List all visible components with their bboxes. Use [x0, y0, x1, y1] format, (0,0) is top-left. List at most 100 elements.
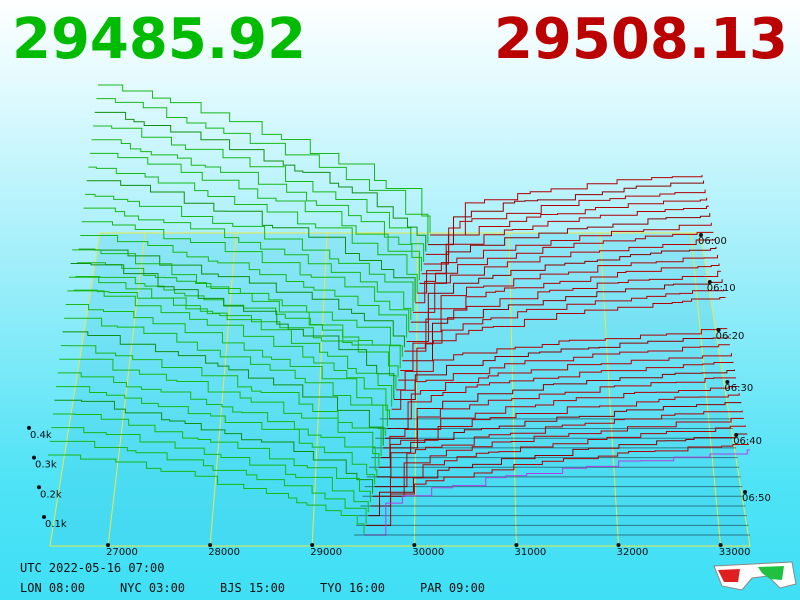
ask-depth-line	[387, 361, 734, 430]
bid-depth-line	[83, 207, 412, 320]
ask-depth-line	[430, 174, 703, 236]
ask-depth-line	[412, 239, 715, 313]
ask-depth-line	[425, 189, 706, 255]
city-time: NYC 03:00	[120, 581, 185, 595]
bid-depth-line	[67, 290, 391, 419]
time-label: 06:30	[724, 383, 753, 394]
bid-depth-line	[96, 98, 429, 244]
price-label: 33000	[719, 547, 751, 558]
ask-depth-line	[378, 393, 740, 468]
utc-time: UTC 2022-05-16 07:00	[20, 561, 165, 575]
ask-depth-line	[366, 444, 749, 526]
time-dot	[716, 328, 721, 332]
ask-depth-line	[419, 213, 711, 284]
price-grid-line	[107, 232, 146, 547]
ask-depth-line	[381, 385, 739, 459]
price-label: 28000	[208, 547, 240, 558]
price-label: 31000	[514, 547, 546, 558]
volume-label: 0.2k	[40, 489, 62, 500]
bid-depth-line	[57, 372, 378, 477]
ask-depth-line	[374, 410, 743, 488]
price-dot	[616, 543, 621, 547]
price-grid-line	[209, 232, 237, 547]
bid-depth-line	[80, 234, 408, 338]
ask-depth-line	[400, 289, 725, 371]
price-dot	[412, 543, 417, 547]
bid-depth-line	[93, 125, 425, 262]
ask-depth-line	[389, 353, 732, 420]
bid-depth-line	[86, 180, 416, 302]
price-dot	[208, 543, 213, 547]
ask-depth-line	[393, 335, 729, 401]
bid-depth-line	[75, 275, 401, 369]
price-dot	[310, 543, 315, 547]
glasses-icon	[713, 561, 797, 591]
price-dot	[514, 543, 519, 547]
volume-label: 0.3k	[35, 460, 57, 471]
city-time: PAR 09:00	[420, 581, 485, 595]
ask-depth-line	[368, 433, 748, 517]
time-dot	[699, 233, 703, 237]
price-grid-line	[599, 232, 619, 547]
ask-depth-line	[372, 417, 744, 497]
time-dot	[743, 490, 747, 494]
ask-depth-line	[417, 222, 712, 294]
time-label: 06:10	[707, 283, 736, 294]
ask-depth-line	[383, 377, 737, 449]
ask-depth-line	[415, 231, 714, 304]
ask-depth-line	[406, 263, 720, 342]
time-label: 06:50	[742, 493, 771, 504]
city-time: TYO 16:00	[320, 581, 385, 595]
bid-depth-line	[77, 262, 403, 357]
bid-depth-line	[98, 84, 431, 233]
ask-price: 29508.13	[494, 7, 788, 72]
ask-depth-line	[404, 270, 722, 352]
time-dot	[734, 433, 739, 437]
volume-dot	[42, 515, 46, 519]
volume-dot	[32, 455, 36, 460]
price-label: 29000	[310, 547, 342, 558]
bid-depth-line	[88, 166, 418, 293]
bid-depth-line	[91, 139, 422, 272]
volume-label: 0.1k	[45, 519, 67, 530]
bid-depth-line	[48, 454, 365, 534]
ask-depth-line	[421, 205, 709, 275]
ask-depth-line	[408, 254, 718, 333]
bid-depth-line	[85, 193, 414, 312]
ask-depth-line	[391, 344, 730, 410]
ask-depth-line	[370, 425, 746, 507]
price-dot	[106, 543, 110, 547]
price-grid-line	[508, 232, 517, 547]
price-dot	[718, 543, 723, 547]
time-dot	[725, 380, 730, 384]
bid-depth-line	[62, 331, 384, 446]
bid-depth-line	[89, 152, 420, 281]
bid-depth-line	[49, 440, 367, 524]
time-label: 06:40	[733, 436, 762, 447]
bid-depth-line	[59, 358, 380, 466]
price-label: 30000	[412, 547, 444, 558]
ask-depth-line	[385, 369, 736, 439]
labels: 27000 28000 29000 30000 31000 32000 33000 0.1k 0…	[27, 233, 771, 558]
city-time: BJS 15:00	[220, 581, 285, 595]
bid-depth-line	[54, 399, 374, 494]
ask-depth-line	[364, 449, 750, 536]
bid-depth-line	[65, 304, 388, 427]
ask-depth-line	[402, 279, 723, 362]
bid-depth-line	[56, 386, 376, 485]
bid-depth-line	[60, 345, 382, 456]
price-label: 32000	[617, 547, 649, 558]
bid-depth-line	[51, 427, 369, 513]
price-grid-line	[311, 232, 328, 547]
ask-depth-line	[376, 402, 742, 478]
time-label: 06:20	[716, 331, 745, 342]
price-label: 27000	[106, 547, 138, 558]
bid-depth-line	[72, 249, 397, 389]
bid-depth-line	[81, 221, 410, 332]
bid-depth-line	[94, 111, 427, 252]
ask-depth-line	[410, 246, 717, 323]
ask-depth-line	[423, 197, 708, 265]
bid-depth-line	[78, 248, 405, 348]
